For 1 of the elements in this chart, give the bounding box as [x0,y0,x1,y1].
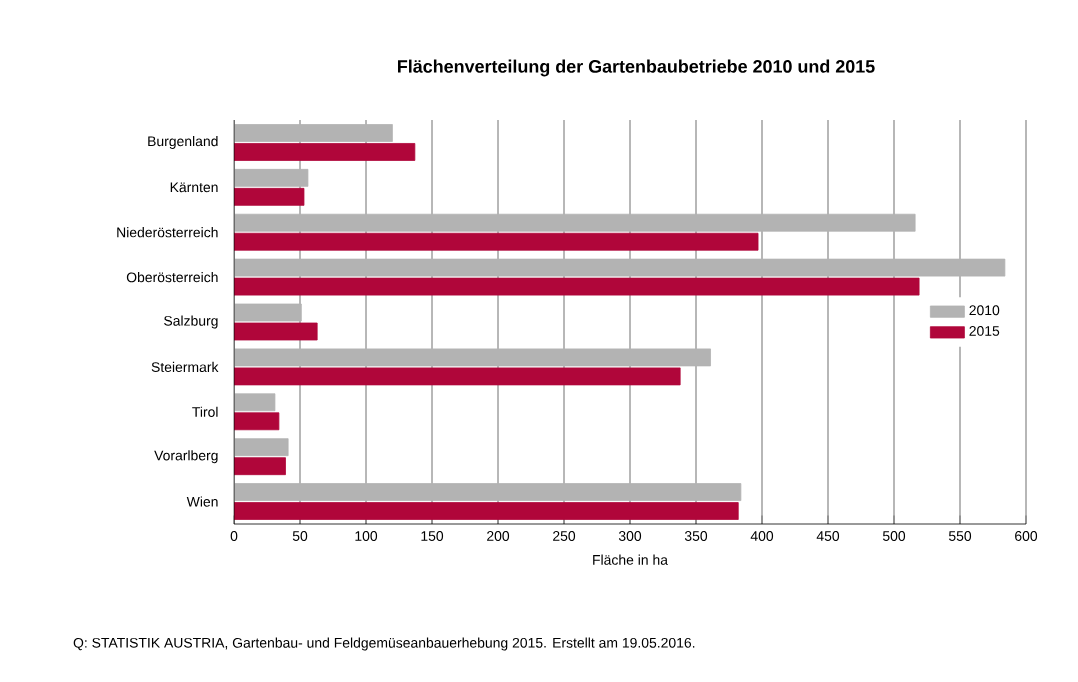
chart-title: Flächenverteilung der Gartenbaubetriebe 2010 und 2015 [398,59,875,77]
